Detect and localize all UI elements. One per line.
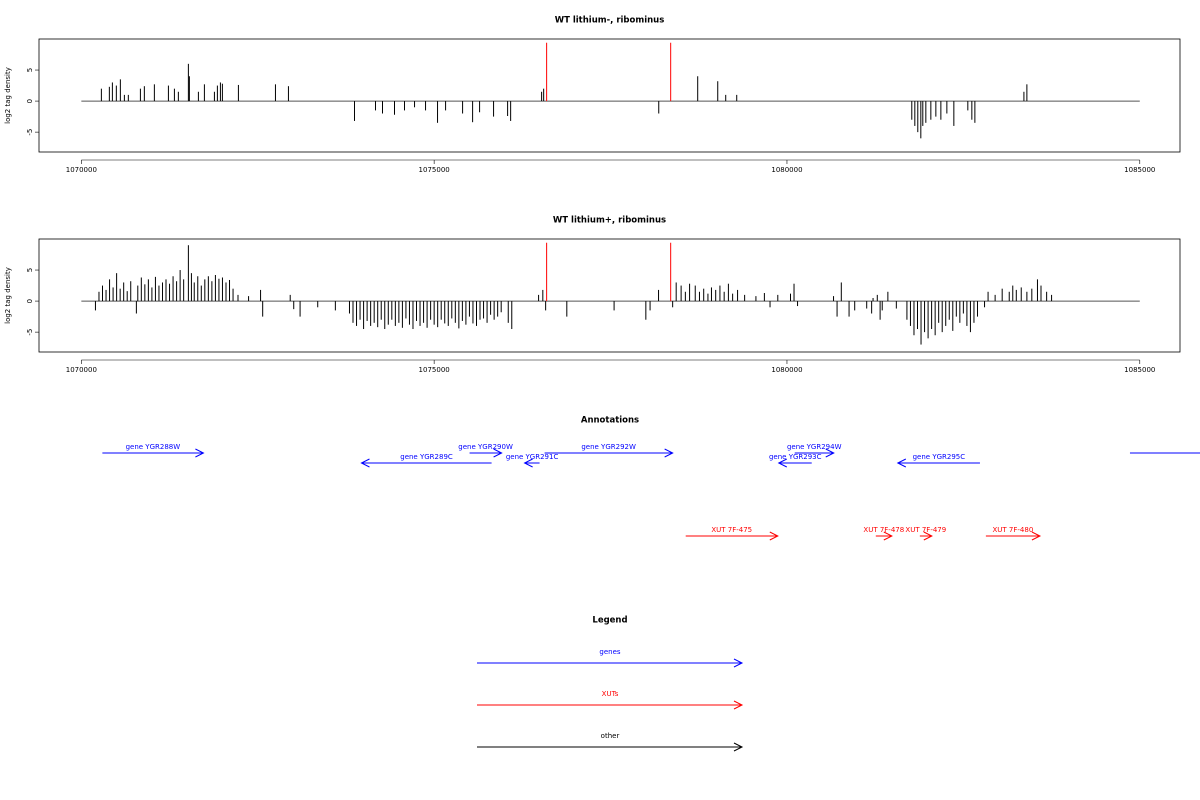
feature-arrow-head xyxy=(493,448,503,458)
chart-title: WT lithium-, ribominus xyxy=(555,16,665,26)
x-tick-label: 1075000 xyxy=(419,166,450,174)
x-tick-label: 1070000 xyxy=(66,166,97,174)
legend-arrow-head xyxy=(733,700,744,710)
legend-label: genes xyxy=(599,648,620,656)
feature-arrow-head xyxy=(1031,531,1042,541)
y-axis-label: log2 tag density xyxy=(4,67,12,124)
feature-arrow-head xyxy=(896,458,907,468)
feature-label: gene YGR291C xyxy=(506,453,559,461)
feature-arrow-head xyxy=(883,531,893,541)
feature-label: gene YGR295C xyxy=(913,453,966,461)
annotations-title: Annotations xyxy=(581,416,639,426)
x-tick-label: 1075000 xyxy=(419,366,450,374)
feature-arrow-head xyxy=(360,458,370,468)
legend-title: Legend xyxy=(592,616,627,626)
x-tick-label: 1080000 xyxy=(771,366,802,374)
legend-label: other xyxy=(601,732,620,740)
feature-label: XUT 7F-479 xyxy=(905,526,946,534)
feature-arrow-head xyxy=(825,448,835,458)
y-tick-label: -5 xyxy=(26,129,34,136)
feature-arrow-head xyxy=(523,458,533,468)
x-tick-label: 1070000 xyxy=(66,366,97,374)
feature-label: gene YGR292W xyxy=(581,443,636,451)
feature-label: gene YGR288W xyxy=(126,443,181,451)
feature-arrow-head xyxy=(664,448,674,458)
feature-label: gene YGR289C xyxy=(400,453,453,461)
feature-label: gene YGR290W xyxy=(458,443,513,451)
y-tick-label: 5 xyxy=(26,268,34,272)
y-tick-label: -5 xyxy=(26,329,34,336)
feature-arrow-head xyxy=(777,458,788,468)
feature-arrow-head xyxy=(195,448,205,458)
feature-arrow-head xyxy=(923,531,933,541)
x-tick-label: 1085000 xyxy=(1124,366,1155,374)
chart-title: WT lithium+, ribominus xyxy=(553,216,666,226)
legend-arrow-head xyxy=(733,742,744,752)
feature-label: XUT 7F-478 xyxy=(863,526,904,534)
y-tick-label: 5 xyxy=(26,68,34,72)
legend-arrow-head xyxy=(733,658,744,668)
feature-label: XUT 7F-475 xyxy=(711,526,752,534)
feature-label: gene YGR294W xyxy=(787,443,842,451)
plot-frame xyxy=(38,38,1181,153)
plot-frame xyxy=(38,238,1181,353)
legend-label: XUTs xyxy=(602,690,619,698)
feature-arrow-head xyxy=(769,531,779,541)
y-tick-label: 0 xyxy=(26,99,34,103)
feature-label: gene YGR293C xyxy=(769,453,822,461)
x-tick-label: 1085000 xyxy=(1124,166,1155,174)
feature-label: XUT 7F-480 xyxy=(993,526,1034,534)
x-tick-label: 1080000 xyxy=(771,166,802,174)
y-tick-label: 0 xyxy=(26,299,34,303)
y-axis-label: log2 tag density xyxy=(4,267,12,324)
